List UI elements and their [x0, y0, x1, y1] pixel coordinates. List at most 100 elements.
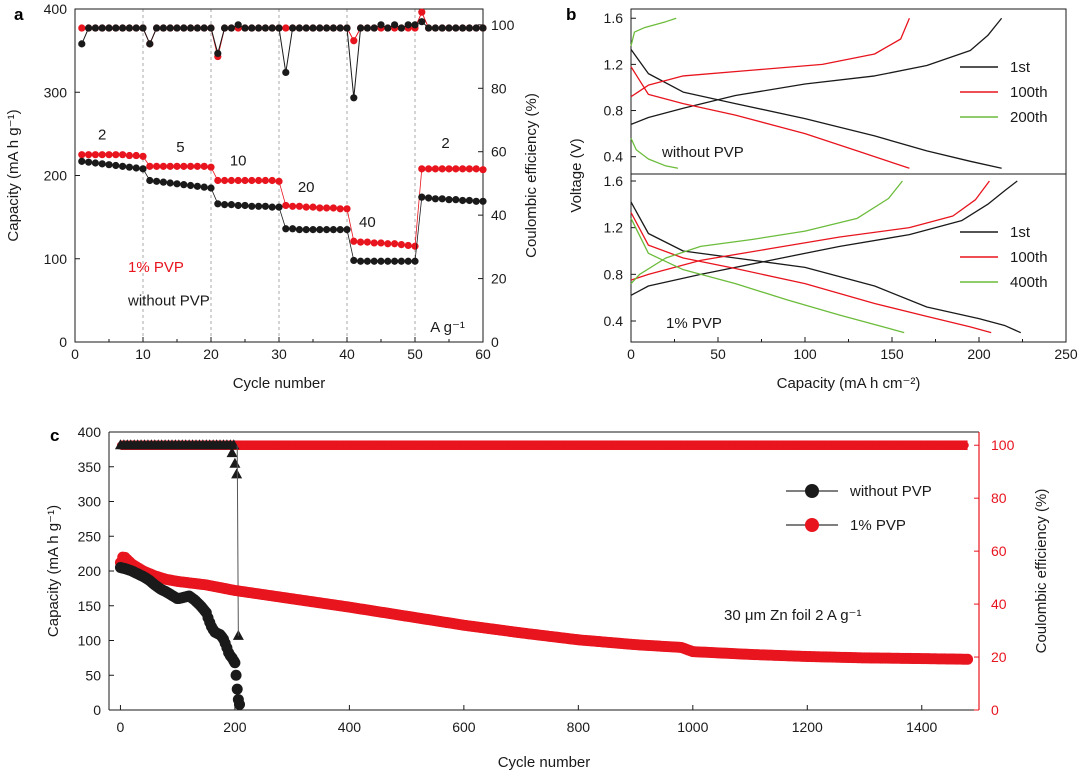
capacity-line: [81, 160, 483, 262]
ce-point: [590, 441, 598, 449]
ce-point: [494, 441, 502, 449]
curve-discharge: [630, 201, 1022, 334]
capacity-point: [200, 162, 208, 170]
ce-point: [323, 24, 331, 32]
ce-point: [261, 441, 269, 449]
capacity-point: [173, 180, 181, 188]
capacity-point: [302, 203, 310, 211]
ce-point: [556, 441, 564, 449]
capacity-point: [125, 163, 133, 171]
panel-label-c: c: [50, 426, 59, 445]
curve-charge: [630, 180, 990, 281]
ce-point: [350, 37, 358, 45]
ce-point: [796, 441, 804, 449]
capacity-point: [241, 201, 249, 210]
y2-axis-label: Coulombic efficiency (%): [1033, 489, 1050, 654]
x-tick-label: 100: [793, 346, 817, 362]
capacity-point: [234, 698, 245, 710]
x-tick-label: 0: [71, 346, 79, 362]
ce-point: [479, 24, 487, 32]
series-pvp-capacity: [114, 551, 974, 665]
ce-triangle: [226, 447, 238, 458]
y2-tick-label: 0: [491, 334, 499, 350]
capacity-point: [336, 226, 344, 234]
capacity-point: [282, 201, 290, 210]
ce-point: [700, 441, 708, 449]
ce-point: [254, 441, 262, 449]
capacity-point: [187, 181, 195, 190]
y-tick-label: 0.8: [604, 266, 624, 282]
capacity-point: [418, 165, 426, 173]
capacity-point: [370, 239, 378, 247]
rate-label: 40: [359, 214, 376, 231]
capacity-point: [234, 201, 242, 210]
ce-point: [371, 441, 379, 449]
y2-axis-label: Coulombic efficiency (%): [523, 93, 540, 258]
ce-point: [432, 441, 440, 449]
ce-point: [418, 8, 426, 16]
ce-point: [302, 24, 310, 32]
capacity-point: [85, 158, 93, 166]
ce-point: [845, 441, 852, 449]
capacity-point: [132, 151, 140, 160]
y-tick-label: 1.6: [604, 10, 624, 26]
ce-point: [920, 441, 928, 449]
ce-point: [159, 24, 167, 32]
ce-point: [384, 24, 392, 32]
capacity-point: [404, 241, 412, 250]
panel-label-b: b: [566, 5, 576, 24]
capacity-point: [418, 193, 426, 201]
capacity-point: [200, 183, 208, 191]
ce-point: [240, 441, 248, 449]
y2-tick-label: 100: [991, 437, 1015, 453]
ce-point: [618, 441, 626, 449]
y2-tick-label: 40: [991, 596, 1007, 612]
capacity-point: [173, 162, 181, 170]
ce-point: [769, 441, 777, 449]
ce-point: [879, 441, 887, 449]
y-tick-label: 400: [44, 1, 68, 17]
capacity-point: [153, 177, 161, 185]
subplot-pvp: 0.4 0.8 1.2 1.6 1st 100th 400th 1% PVP: [604, 173, 1048, 334]
ce-point: [714, 441, 722, 449]
ce-point: [941, 441, 949, 449]
capacity-point: [384, 257, 392, 265]
ce-point: [350, 441, 358, 449]
y2-tick-label: 40: [491, 207, 507, 223]
y-tick-label: 250: [78, 528, 102, 544]
curve-discharge: [630, 66, 910, 169]
ce-point: [405, 441, 413, 449]
capacity-point: [261, 176, 269, 185]
ce-point: [721, 441, 729, 449]
x-tick-label: 0: [117, 719, 125, 735]
rate-label: 2: [441, 135, 449, 152]
x-tick-label: 200: [967, 346, 991, 362]
ce-point: [274, 441, 282, 449]
capacity-point: [397, 240, 405, 249]
capacity-point: [425, 194, 433, 202]
capacity-point: [384, 240, 392, 248]
y-tick-label: 0: [59, 334, 67, 350]
ce-point: [927, 441, 935, 449]
capacity-point: [105, 151, 113, 159]
capacity-point: [431, 195, 439, 203]
capacity-point: [255, 202, 263, 210]
legend-label: 400th: [1010, 274, 1048, 291]
capacity-point: [316, 204, 324, 212]
ce-point: [824, 441, 832, 449]
ce-point: [858, 441, 866, 449]
ce-point: [838, 441, 846, 449]
ce-point: [391, 441, 399, 449]
ce-point: [282, 68, 290, 77]
ce-point: [446, 441, 454, 449]
capacity-point: [132, 164, 140, 172]
ce-point: [438, 24, 446, 32]
capacity-point: [962, 653, 974, 665]
capacity-point: [445, 165, 453, 173]
x-tick-label: 30: [271, 346, 287, 362]
ce-point: [673, 441, 681, 449]
capacity-point: [431, 165, 439, 173]
capacity-point: [261, 202, 269, 210]
capacity-point: [153, 162, 161, 170]
legend-label: 1st: [1010, 59, 1031, 76]
